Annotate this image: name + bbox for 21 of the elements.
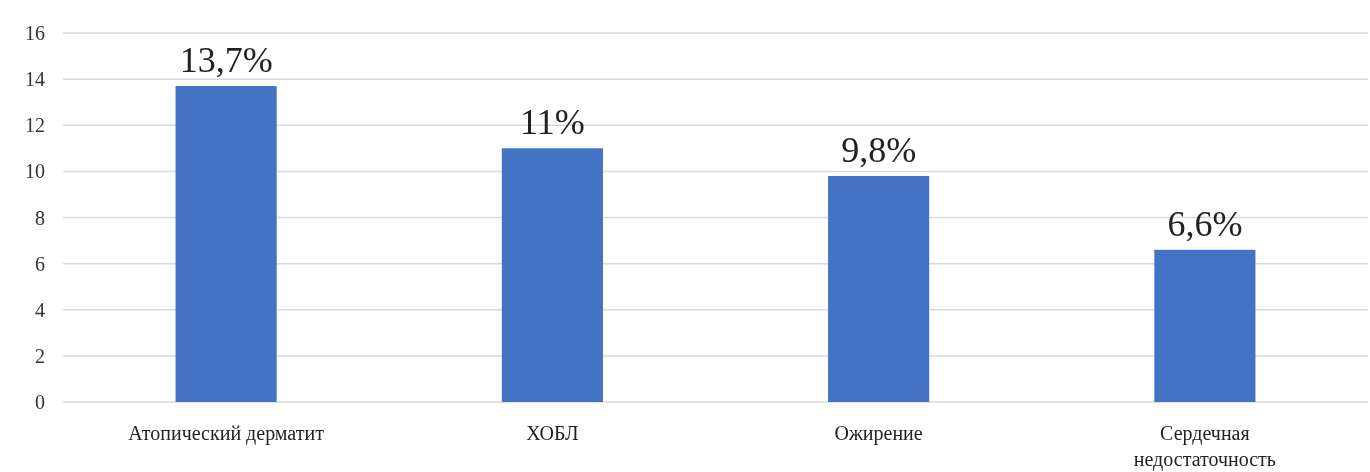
y-tick-label: 0 — [35, 391, 45, 413]
y-tick-label: 8 — [35, 206, 45, 229]
y-tick-label: 2 — [35, 344, 45, 367]
x-tick-label: Ожирение — [834, 422, 923, 445]
y-tick-label: 10 — [25, 160, 45, 183]
bar — [828, 175, 930, 402]
bar — [175, 86, 277, 402]
y-tick-label: 12 — [25, 114, 45, 137]
data-label: 13,7% — [179, 40, 273, 81]
x-tick-label: Сердечная недостаточность — [1133, 422, 1276, 471]
data-label: 11% — [520, 102, 585, 143]
y-tick-label: 14 — [25, 68, 45, 91]
data-label: 9,8% — [841, 129, 917, 170]
y-tick-label: 16 — [25, 22, 45, 44]
y-tick-label: 6 — [35, 252, 45, 275]
bar — [1154, 249, 1256, 402]
y-tick-label: 4 — [35, 298, 45, 321]
bar — [501, 148, 603, 402]
x-tick-label: Атопический дерматит — [128, 422, 325, 445]
data-label: 6,6% — [1167, 203, 1243, 244]
x-tick-label: ХОБЛ — [526, 422, 579, 444]
